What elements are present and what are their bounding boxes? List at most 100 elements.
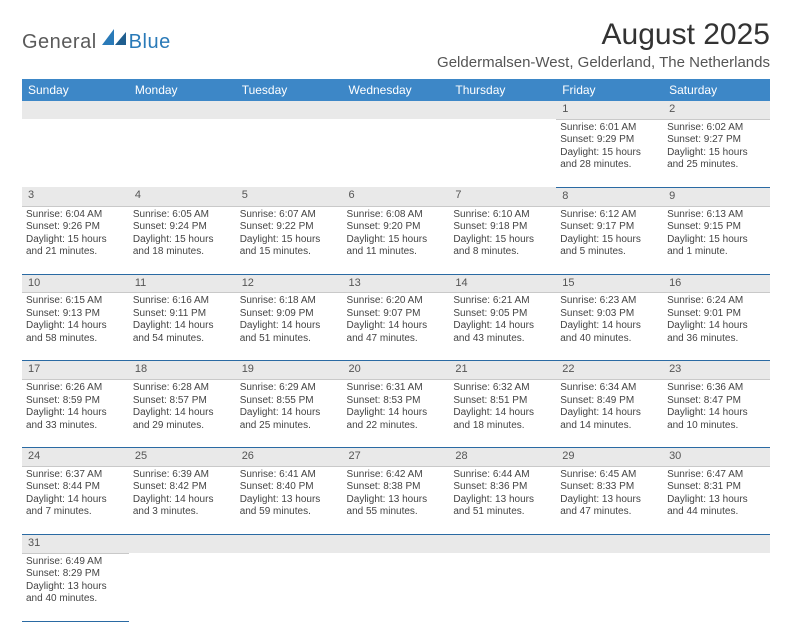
day-header: Wednesday: [343, 79, 450, 101]
daylight: Daylight: 14 hours and 7 minutes.: [26, 494, 125, 519]
day-header: Saturday: [663, 79, 770, 101]
sunset: Sunset: 9:07 PM: [347, 308, 446, 321]
day-number: [236, 101, 343, 119]
day-cell: Sunrise: 6:32 AMSunset: 8:51 PMDaylight:…: [449, 380, 556, 448]
sunset: Sunset: 8:44 PM: [26, 481, 125, 494]
day-number: 5: [236, 187, 343, 206]
sunset: Sunset: 9:18 PM: [453, 221, 552, 234]
calendar-body: 12Sunrise: 6:01 AMSunset: 9:29 PMDayligh…: [22, 101, 770, 621]
daylight: Daylight: 15 hours and 11 minutes.: [347, 234, 446, 259]
day-number-row: 17181920212223: [22, 361, 770, 380]
day-cell: Sunrise: 6:42 AMSunset: 8:38 PMDaylight:…: [343, 466, 450, 534]
day-cell: Sunrise: 6:07 AMSunset: 9:22 PMDaylight:…: [236, 206, 343, 274]
location: Geldermalsen-West, Gelderland, The Nethe…: [437, 54, 770, 71]
day-number: 3: [22, 187, 129, 206]
day-cell: [129, 553, 236, 621]
day-number: 28: [449, 448, 556, 467]
day-number-row: 31: [22, 534, 770, 553]
day-number: 14: [449, 274, 556, 293]
daylight: Daylight: 15 hours and 25 minutes.: [667, 147, 766, 172]
sunset: Sunset: 9:27 PM: [667, 134, 766, 147]
logo: General Blue: [22, 28, 171, 56]
day-number: 9: [663, 187, 770, 206]
week-row: Sunrise: 6:49 AMSunset: 8:29 PMDaylight:…: [22, 553, 770, 621]
day-header: Tuesday: [236, 79, 343, 101]
sunrise: Sunrise: 6:31 AM: [347, 382, 446, 395]
daylight: Daylight: 14 hours and 25 minutes.: [240, 407, 339, 432]
day-number: 25: [129, 448, 236, 467]
sunrise: Sunrise: 6:39 AM: [133, 469, 232, 482]
sunset: Sunset: 9:15 PM: [667, 221, 766, 234]
day-number: 26: [236, 448, 343, 467]
sunrise: Sunrise: 6:49 AM: [26, 556, 125, 569]
day-cell: [556, 553, 663, 621]
day-cell: Sunrise: 6:13 AMSunset: 9:15 PMDaylight:…: [663, 206, 770, 274]
day-cell: Sunrise: 6:21 AMSunset: 9:05 PMDaylight:…: [449, 293, 556, 361]
day-cell: Sunrise: 6:44 AMSunset: 8:36 PMDaylight:…: [449, 466, 556, 534]
day-cell: [449, 553, 556, 621]
day-number: 8: [556, 187, 663, 206]
day-header: Monday: [129, 79, 236, 101]
day-cell: Sunrise: 6:12 AMSunset: 9:17 PMDaylight:…: [556, 206, 663, 274]
day-cell: Sunrise: 6:16 AMSunset: 9:11 PMDaylight:…: [129, 293, 236, 361]
daylight: Daylight: 15 hours and 18 minutes.: [133, 234, 232, 259]
day-cell: Sunrise: 6:15 AMSunset: 9:13 PMDaylight:…: [22, 293, 129, 361]
day-header: Sunday: [22, 79, 129, 101]
day-number: 17: [22, 361, 129, 380]
day-cell: Sunrise: 6:02 AMSunset: 9:27 PMDaylight:…: [663, 119, 770, 187]
daylight: Daylight: 15 hours and 28 minutes.: [560, 147, 659, 172]
daylight: Daylight: 14 hours and 43 minutes.: [453, 320, 552, 345]
sunrise: Sunrise: 6:36 AM: [667, 382, 766, 395]
day-cell: Sunrise: 6:05 AMSunset: 9:24 PMDaylight:…: [129, 206, 236, 274]
day-number: [663, 534, 770, 553]
day-cell: [236, 119, 343, 187]
sunrise: Sunrise: 6:28 AM: [133, 382, 232, 395]
day-cell: Sunrise: 6:24 AMSunset: 9:01 PMDaylight:…: [663, 293, 770, 361]
day-number: 13: [343, 274, 450, 293]
daylight: Daylight: 14 hours and 47 minutes.: [347, 320, 446, 345]
sunrise: Sunrise: 6:02 AM: [667, 122, 766, 135]
day-number: 6: [343, 187, 450, 206]
day-number: 4: [129, 187, 236, 206]
sunrise: Sunrise: 6:41 AM: [240, 469, 339, 482]
sunset: Sunset: 8:33 PM: [560, 481, 659, 494]
day-cell: Sunrise: 6:10 AMSunset: 9:18 PMDaylight:…: [449, 206, 556, 274]
day-number: 30: [663, 448, 770, 467]
sunset: Sunset: 8:29 PM: [26, 568, 125, 581]
day-number: [22, 101, 129, 119]
daylight: Daylight: 15 hours and 15 minutes.: [240, 234, 339, 259]
sunrise: Sunrise: 6:15 AM: [26, 295, 125, 308]
daylight: Daylight: 14 hours and 54 minutes.: [133, 320, 232, 345]
day-headers-row: SundayMondayTuesdayWednesdayThursdayFrid…: [22, 79, 770, 101]
day-cell: Sunrise: 6:47 AMSunset: 8:31 PMDaylight:…: [663, 466, 770, 534]
day-number: [343, 101, 450, 119]
sunrise: Sunrise: 6:29 AM: [240, 382, 339, 395]
daylight: Daylight: 14 hours and 14 minutes.: [560, 407, 659, 432]
day-number: [236, 534, 343, 553]
sunset: Sunset: 9:17 PM: [560, 221, 659, 234]
sunrise: Sunrise: 6:42 AM: [347, 469, 446, 482]
sunset: Sunset: 9:05 PM: [453, 308, 552, 321]
week-row: Sunrise: 6:01 AMSunset: 9:29 PMDaylight:…: [22, 119, 770, 187]
day-cell: Sunrise: 6:23 AMSunset: 9:03 PMDaylight:…: [556, 293, 663, 361]
day-number: 21: [449, 361, 556, 380]
daylight: Daylight: 14 hours and 58 minutes.: [26, 320, 125, 345]
sunset: Sunset: 9:26 PM: [26, 221, 125, 234]
day-cell: Sunrise: 6:36 AMSunset: 8:47 PMDaylight:…: [663, 380, 770, 448]
sunset: Sunset: 9:22 PM: [240, 221, 339, 234]
sunset: Sunset: 9:11 PM: [133, 308, 232, 321]
sunset: Sunset: 8:40 PM: [240, 481, 339, 494]
sunrise: Sunrise: 6:08 AM: [347, 209, 446, 222]
day-cell: [343, 553, 450, 621]
sunset: Sunset: 8:31 PM: [667, 481, 766, 494]
day-cell: Sunrise: 6:18 AMSunset: 9:09 PMDaylight:…: [236, 293, 343, 361]
sunset: Sunset: 8:47 PM: [667, 395, 766, 408]
sunrise: Sunrise: 6:23 AM: [560, 295, 659, 308]
sunset: Sunset: 8:42 PM: [133, 481, 232, 494]
daylight: Daylight: 14 hours and 51 minutes.: [240, 320, 339, 345]
day-header: Friday: [556, 79, 663, 101]
week-row: Sunrise: 6:15 AMSunset: 9:13 PMDaylight:…: [22, 293, 770, 361]
day-number: 27: [343, 448, 450, 467]
daylight: Daylight: 13 hours and 47 minutes.: [560, 494, 659, 519]
day-number: [449, 101, 556, 119]
